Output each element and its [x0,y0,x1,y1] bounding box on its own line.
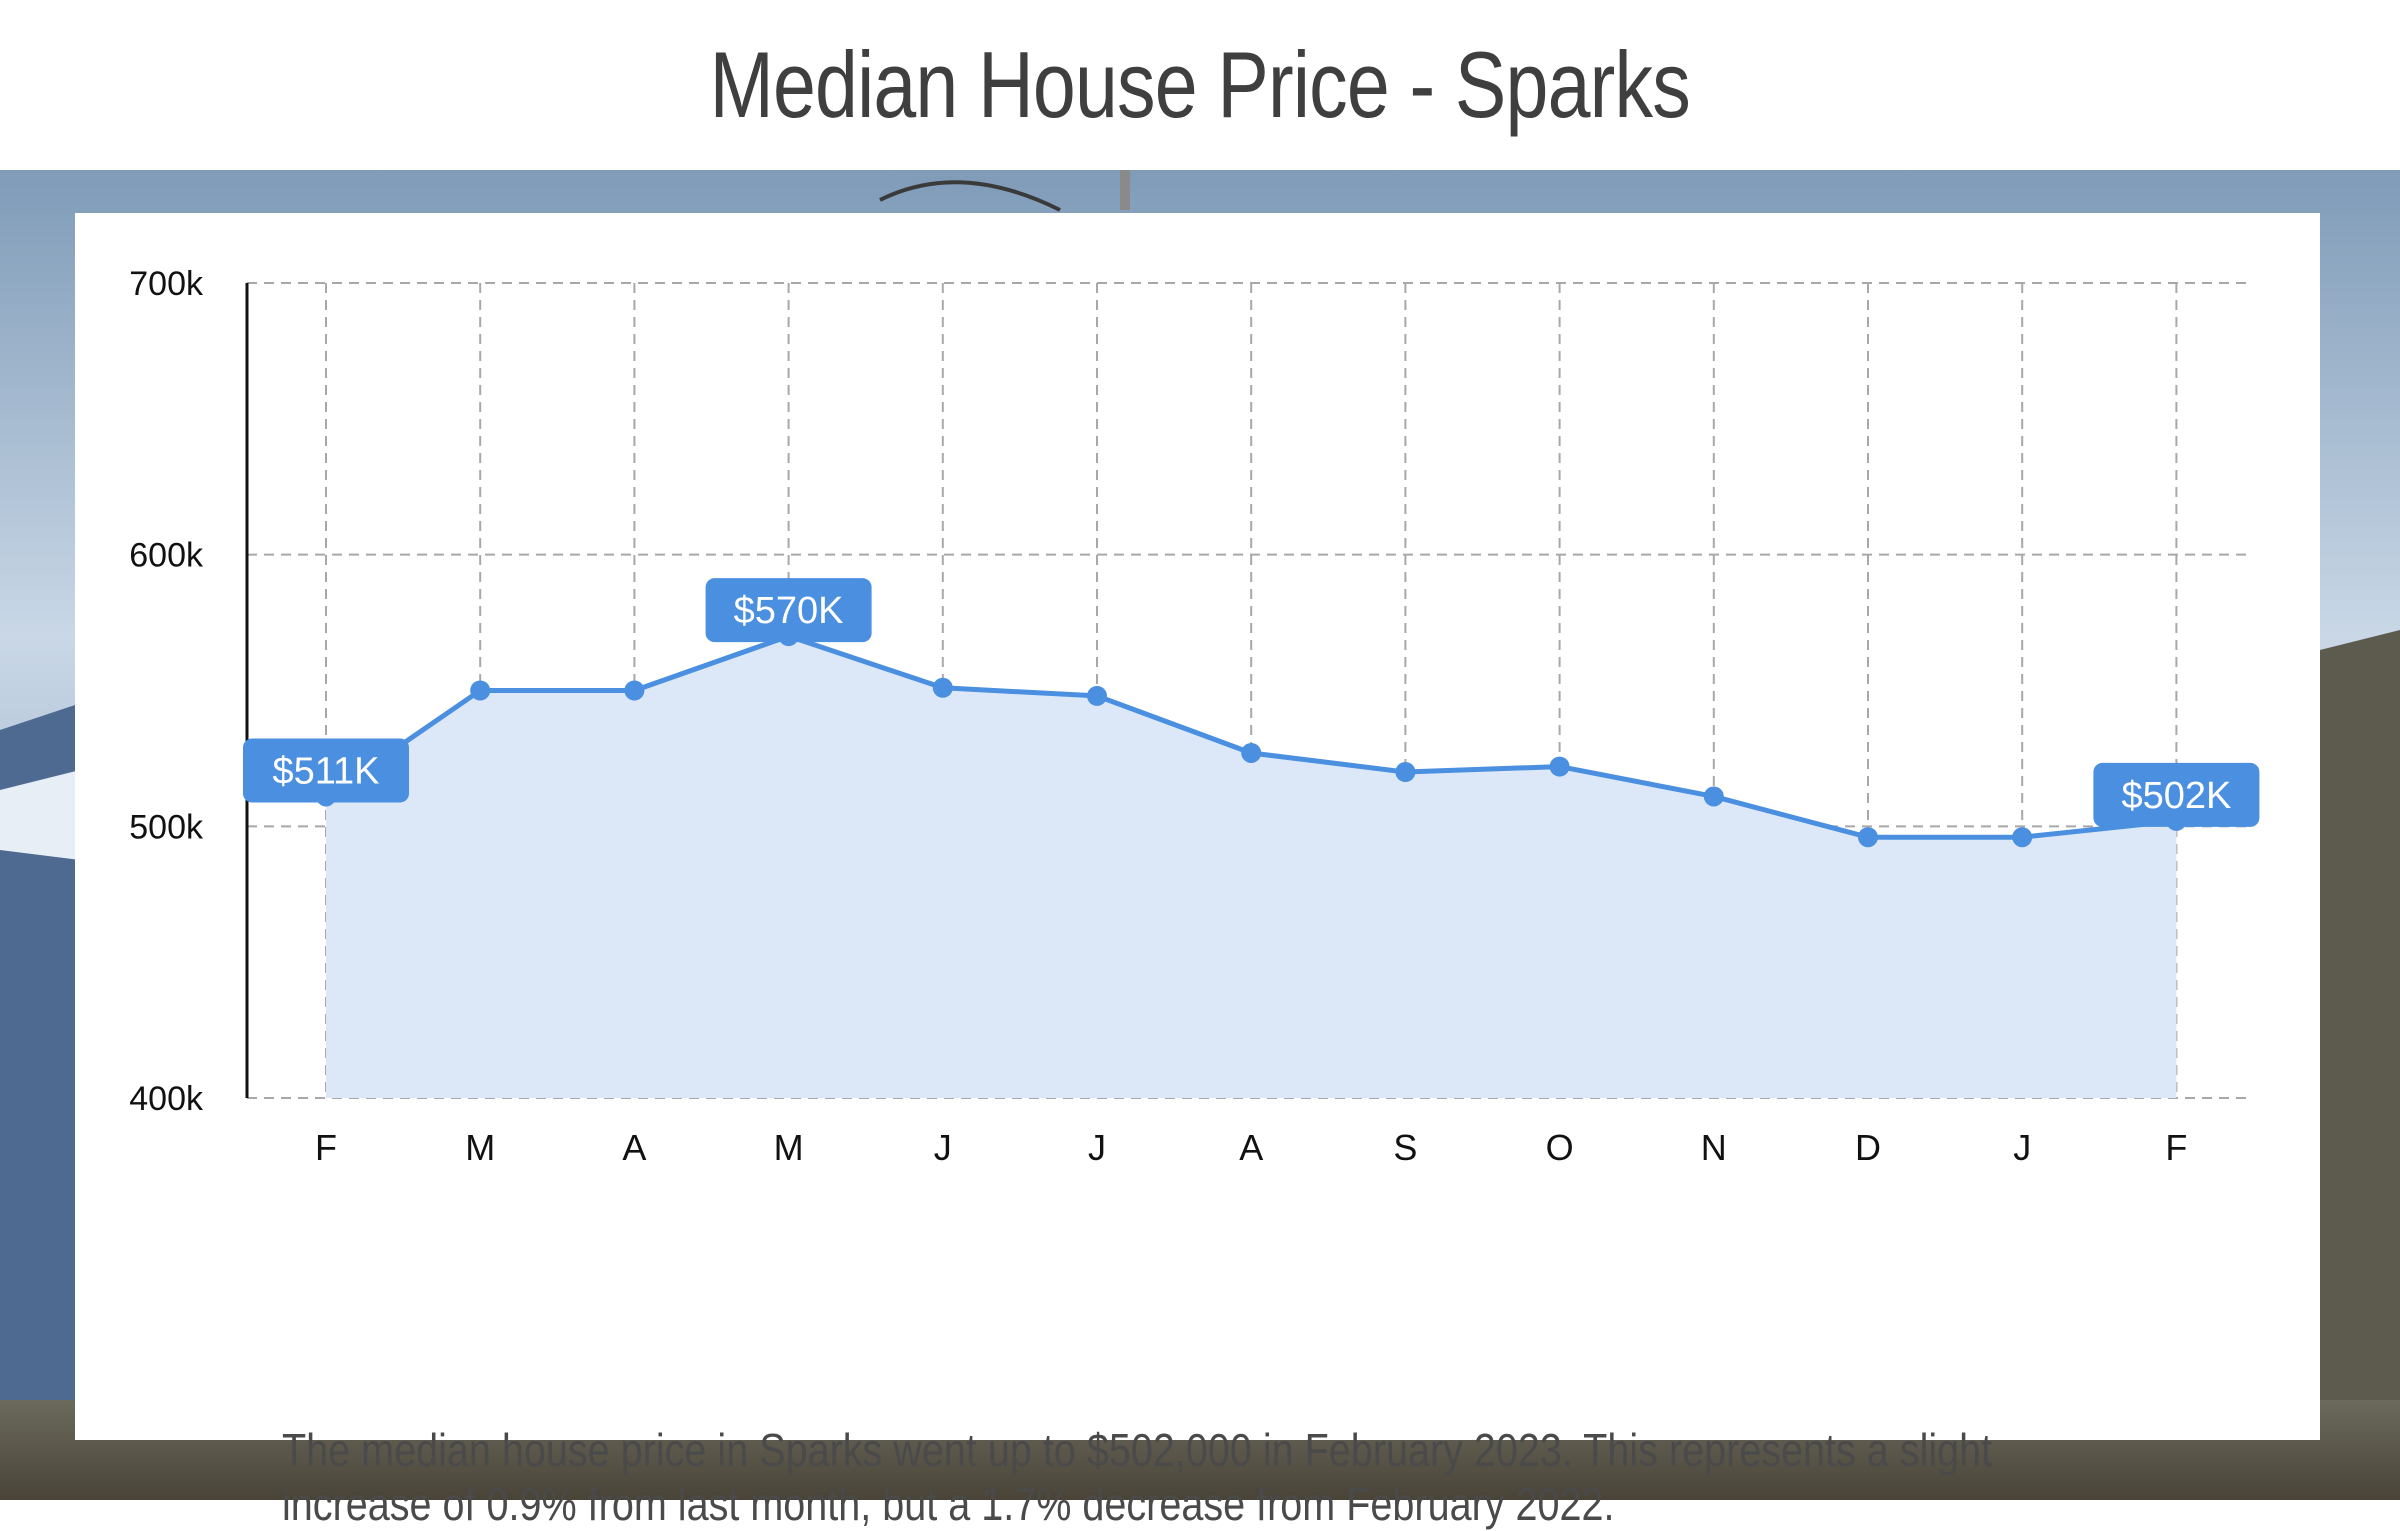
y-tick-label: 700k [129,265,204,303]
value-callout: $511K [243,738,409,803]
x-tick-label: F [2165,1127,2187,1168]
median-price-chart: 700k 600k 500k 400k F M A M J J A S O N D J F $511K $570… [129,265,2260,1168]
data-point [1549,756,1570,777]
x-tick-label: O [1546,1127,1574,1168]
value-callout: $570K [705,578,872,643]
data-point [470,680,491,701]
y-tick-label: 500k [129,808,204,846]
data-point [624,680,645,701]
chart-card: 700k 600k 500k 400k F M A M J J A S O N D J F $511K $570… [75,213,2320,1530]
x-tick-label: A [622,1127,646,1168]
x-tick-label: J [934,1127,952,1168]
data-point [1858,827,1878,848]
data-point [1395,762,1416,782]
y-tick-label: 600k [129,537,204,575]
y-tick-label: 400k [129,1080,204,1118]
summary-text: The median house price in Sparks went up… [282,1424,1993,1530]
x-tick-label: M [774,1127,804,1168]
callout-label: $570K [734,590,844,632]
data-point [2012,827,2033,848]
title-bar: Median House Price - Sparks [0,0,2400,170]
callout-label: $502K [2121,775,2231,817]
value-callout: $502K [2093,762,2260,827]
price-area-fill [326,636,2177,1098]
callout-box [705,578,872,643]
x-tick-label: J [2013,1127,2031,1168]
x-tick-label: F [315,1127,337,1168]
callout-box [243,738,409,803]
callout-label: $511K [272,750,379,792]
data-point [1241,742,1262,763]
value-callouts: $511K $570K $502K [243,578,2260,827]
x-tick-label: J [1088,1127,1106,1168]
x-tick-label: S [1393,1127,1417,1168]
y-axis-ticks: 700k 600k 500k 400k [129,265,204,1118]
x-tick-label: D [1855,1127,1881,1168]
x-tick-label: N [1701,1127,1727,1168]
x-tick-label: A [1239,1127,1263,1168]
chart-title: Median House Price - Sparks [709,32,1691,137]
data-point [932,677,953,698]
data-point [1087,685,1107,706]
callout-box [2093,762,2260,827]
data-point [1703,786,1724,807]
x-tick-label: M [465,1127,495,1168]
